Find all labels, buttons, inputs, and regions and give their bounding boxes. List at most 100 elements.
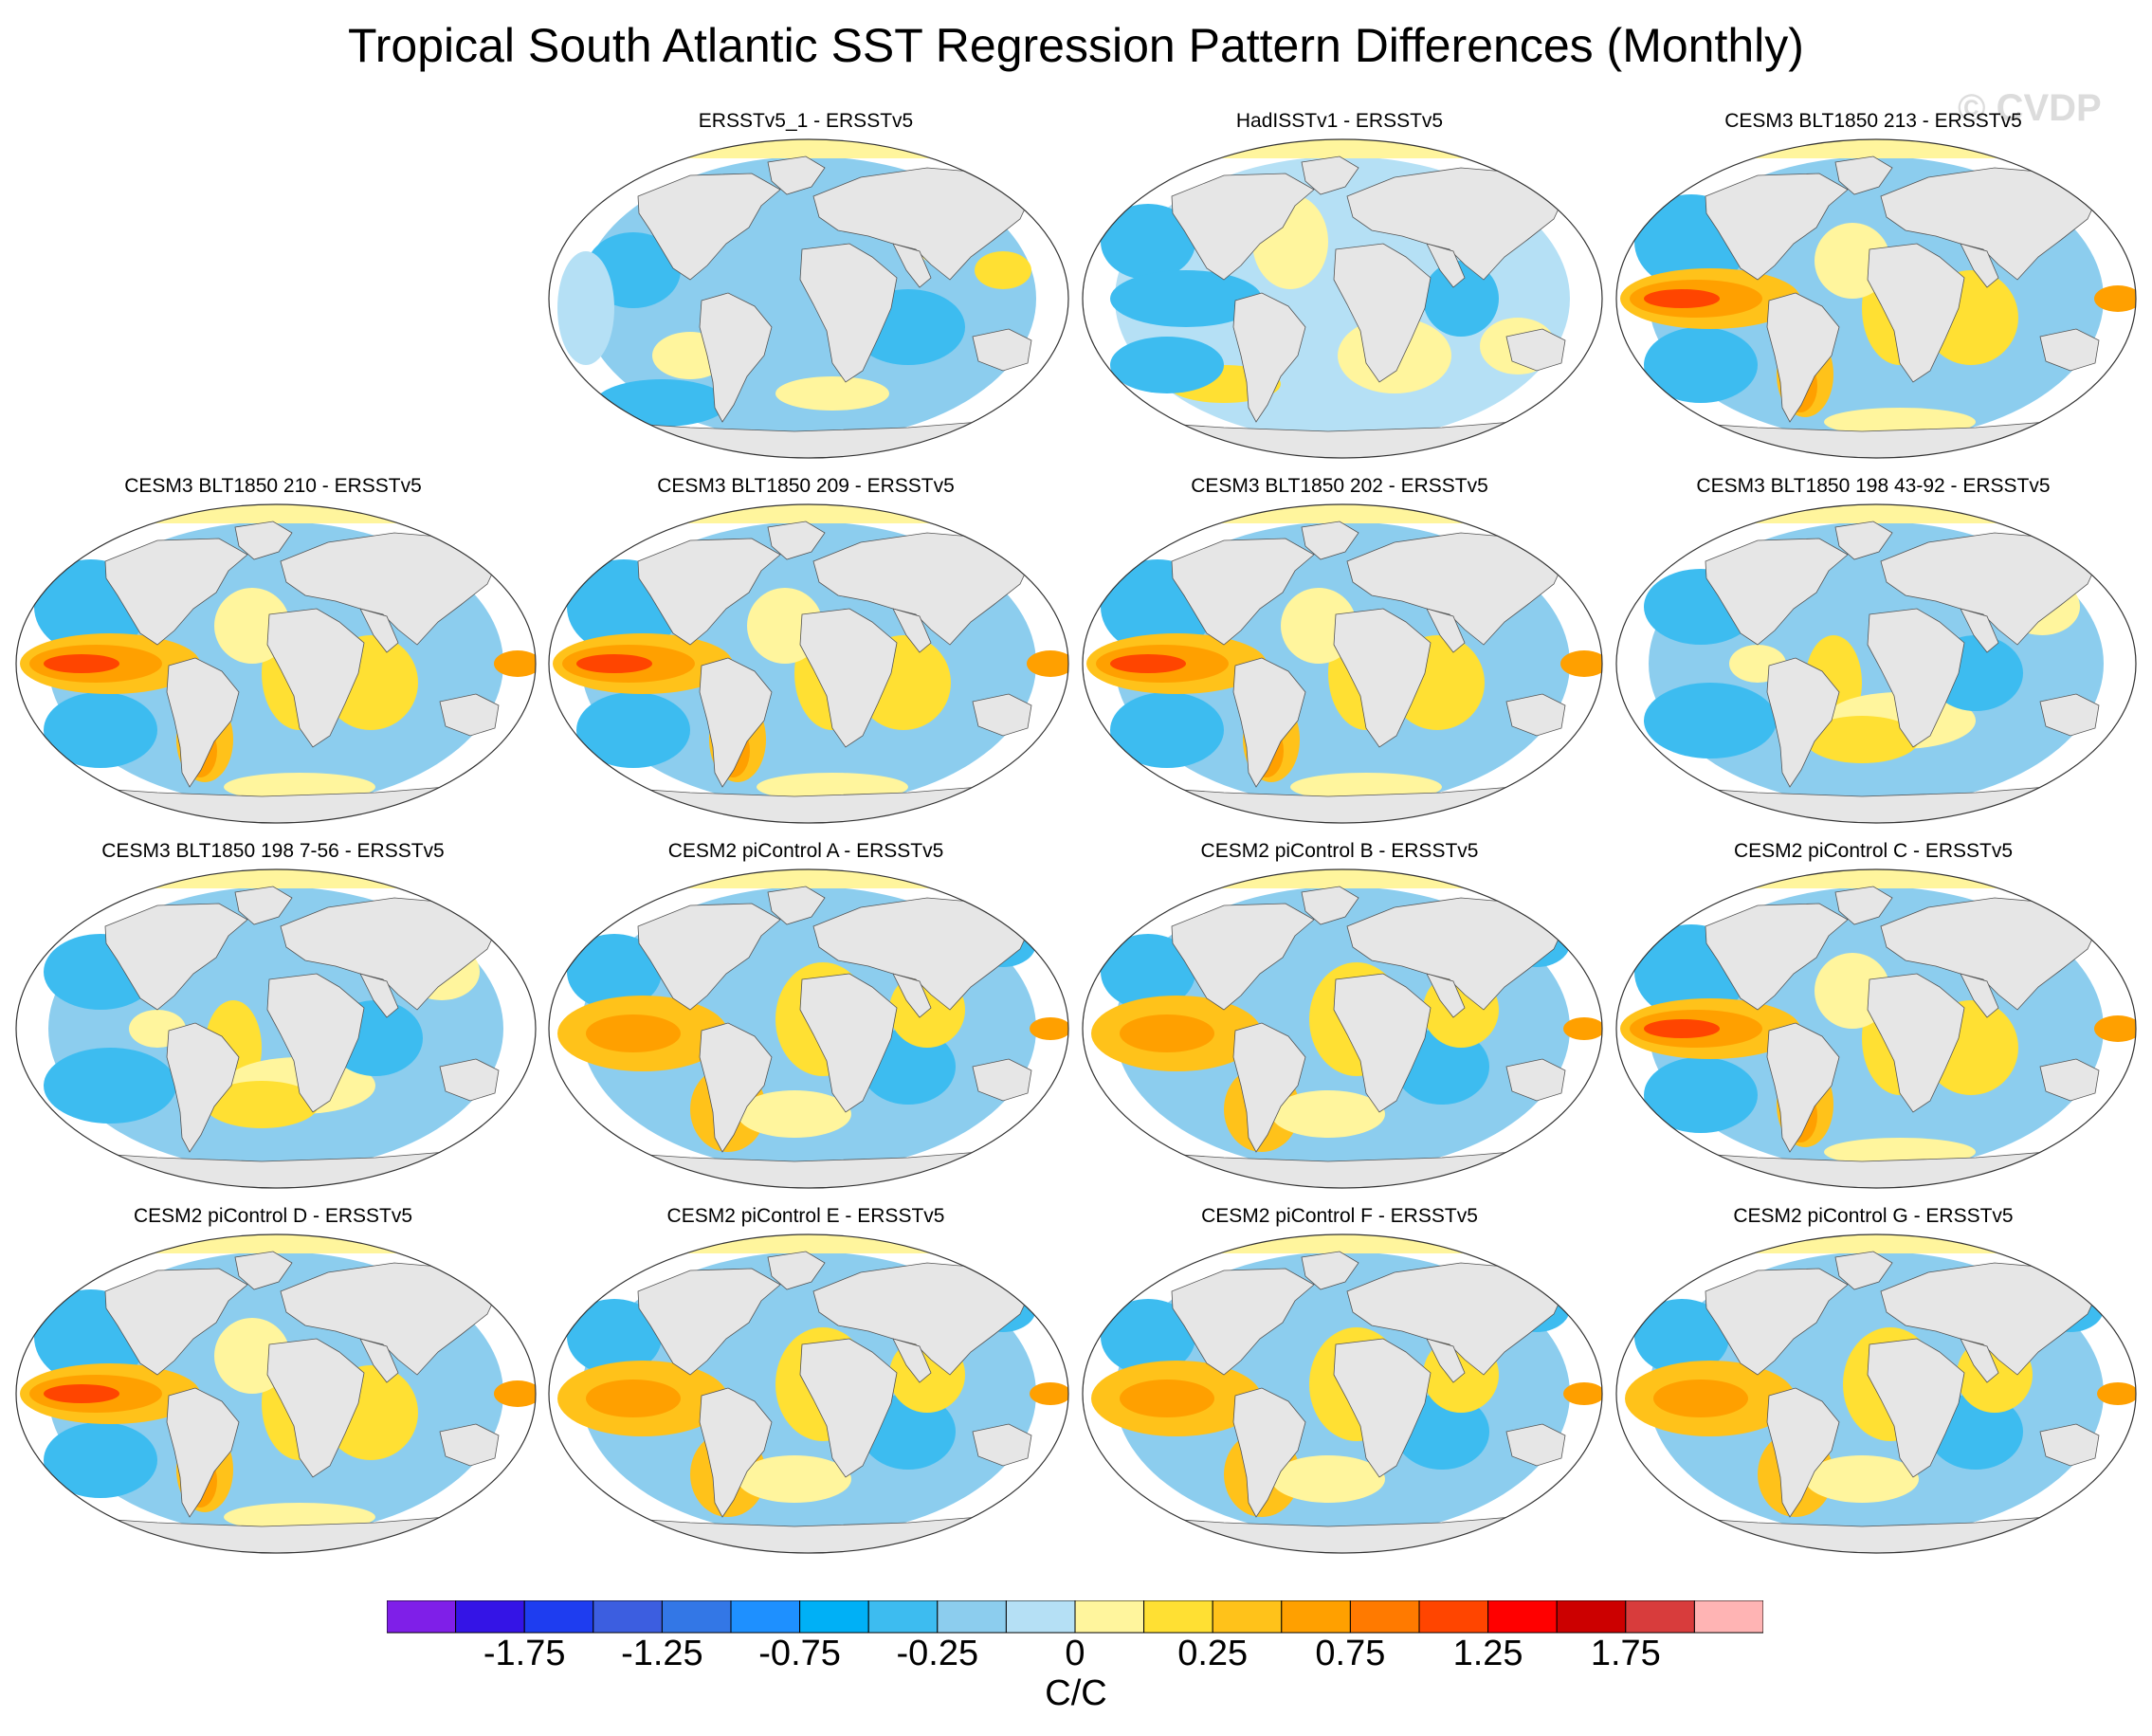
- continent-arabia-india: [359, 973, 399, 1018]
- map-panel: CESM3 BLT1850 210 - ERSSTv5: [8, 474, 538, 853]
- continent-north-america: [637, 1268, 781, 1376]
- panel-title: CESM3 BLT1850 209 - ERSSTv5: [657, 475, 955, 497]
- sst-anomaly-region: [1110, 692, 1224, 768]
- sst-anomaly-region: [1563, 1382, 1602, 1405]
- continent-greenland: [1301, 1251, 1359, 1290]
- arctic-band: [1083, 139, 1602, 158]
- colorbar-box: [661, 1600, 732, 1634]
- map-panel: CESM2 piControl G - ERSSTv5: [1608, 1204, 2139, 1583]
- continent-arabia-india: [1960, 608, 1999, 653]
- sst-anomaly-region: [738, 1455, 851, 1503]
- sst-anomaly-region: [1644, 1057, 1758, 1133]
- continent-arabia-india: [892, 608, 932, 653]
- sst-anomaly-region: [1644, 1019, 1720, 1038]
- continent-africa: [1333, 973, 1432, 1113]
- sst-anomaly-region: [975, 251, 1031, 289]
- panel-title: CESM2 piControl B - ERSSTv5: [1200, 840, 1479, 862]
- continent-arabia-india: [1426, 973, 1466, 1018]
- sst-anomaly-region: [494, 1380, 536, 1407]
- continent-australia: [972, 1058, 1032, 1102]
- continent-eurasia: [1880, 532, 2100, 646]
- world-map: [15, 503, 537, 824]
- sst-anomaly-region: [44, 1422, 157, 1498]
- sst-anomaly-region: [1120, 1014, 1214, 1052]
- continent-south-america: [699, 657, 773, 788]
- sst-anomaly-region: [1101, 204, 1195, 280]
- continent-australia: [1505, 1423, 1566, 1467]
- colorbar-box: [937, 1600, 1007, 1634]
- map-outline: [1615, 868, 2137, 1189]
- panel-title: CESM2 piControl A - ERSSTv5: [667, 840, 944, 862]
- continent-australia: [1505, 1058, 1566, 1102]
- continent-africa: [266, 973, 365, 1113]
- arctic-band: [549, 139, 1068, 158]
- continent-south-america: [699, 1022, 773, 1153]
- colorbar-tick-label: -1.75: [483, 1634, 566, 1673]
- colorbar-box: [867, 1600, 939, 1634]
- world-map: [1615, 138, 2137, 459]
- colorbar-box: [1418, 1600, 1489, 1634]
- continent-north-america: [1705, 173, 1849, 281]
- continent-arabia-india: [892, 973, 932, 1018]
- sst-anomaly-region: [44, 1048, 176, 1124]
- continent-australia: [2039, 1058, 2100, 1102]
- sst-anomaly-region: [576, 654, 652, 673]
- colorbar-box: [593, 1600, 663, 1634]
- panel-title: CESM3 BLT1850 213 - ERSSTv5: [1724, 110, 2022, 132]
- continent-south-america: [166, 1022, 240, 1153]
- colorbar-box: [1625, 1600, 1695, 1634]
- arctic-band: [16, 1234, 536, 1253]
- continent-eurasia: [1880, 897, 2100, 1011]
- sst-anomaly-region: [1560, 650, 1602, 677]
- arctic-band: [1083, 869, 1602, 888]
- arctic-band: [1616, 504, 2136, 523]
- colorbar-box: [730, 1600, 801, 1634]
- sst-anomaly-region: [567, 934, 662, 1010]
- map-outline: [1615, 1233, 2137, 1554]
- map-outline: [548, 138, 1069, 459]
- map-outline: [15, 503, 537, 824]
- colorbar-units: C/C: [1045, 1673, 1107, 1713]
- map-panel: HadISSTv1 - ERSSTv5: [1074, 109, 1605, 488]
- continent-north-america: [1705, 538, 1849, 646]
- world-map: [1615, 503, 2137, 824]
- sst-anomaly-region: [1644, 327, 1758, 403]
- world-map: [15, 868, 537, 1189]
- map-panel: CESM3 BLT1850 198 43-92 - ERSSTv5: [1608, 474, 2139, 853]
- panel-title: CESM2 piControl G - ERSSTv5: [1733, 1205, 2014, 1227]
- map-panel: CESM2 piControl D - ERSSTv5: [8, 1204, 538, 1583]
- continent-australia: [2039, 693, 2100, 737]
- sst-anomaly-region: [44, 692, 157, 768]
- continent-australia: [2039, 1423, 2100, 1467]
- map-outline: [15, 1233, 537, 1554]
- continent-south-america: [1766, 1022, 1840, 1153]
- continent-arabia-india: [892, 1338, 932, 1383]
- panel-title: CESM3 BLT1850 198 43-92 - ERSSTv5: [1696, 475, 2051, 497]
- continent-south-america: [1232, 292, 1306, 423]
- continent-greenland: [767, 155, 826, 195]
- continent-north-america: [1171, 903, 1315, 1011]
- continent-eurasia: [812, 897, 1032, 1011]
- arctic-band: [549, 1234, 1068, 1253]
- continent-arabia-india: [1426, 243, 1466, 288]
- arctic-band: [16, 869, 536, 888]
- world-map: [1615, 868, 2137, 1189]
- continent-south-america: [166, 657, 240, 788]
- continent-australia: [439, 1058, 500, 1102]
- continent-eurasia: [1346, 532, 1566, 646]
- continent-africa: [1333, 608, 1432, 748]
- sst-anomaly-region: [2094, 1015, 2136, 1042]
- world-map: [1082, 503, 1603, 824]
- world-map: [1082, 868, 1603, 1189]
- continent-australia: [2039, 328, 2100, 372]
- continent-africa: [1333, 243, 1432, 383]
- sst-anomaly-region: [1110, 270, 1262, 327]
- sst-anomaly-region: [1101, 934, 1195, 1010]
- figure-title: Tropical South Atlantic SST Regression P…: [348, 19, 1804, 72]
- sst-anomaly-region: [494, 650, 536, 677]
- colorbar-box: [1487, 1600, 1558, 1634]
- map-panel: CESM3 BLT1850 209 - ERSSTv5: [540, 474, 1071, 853]
- world-map: [1615, 1233, 2137, 1554]
- continent-greenland: [767, 886, 826, 925]
- sst-anomaly-region: [586, 1014, 681, 1052]
